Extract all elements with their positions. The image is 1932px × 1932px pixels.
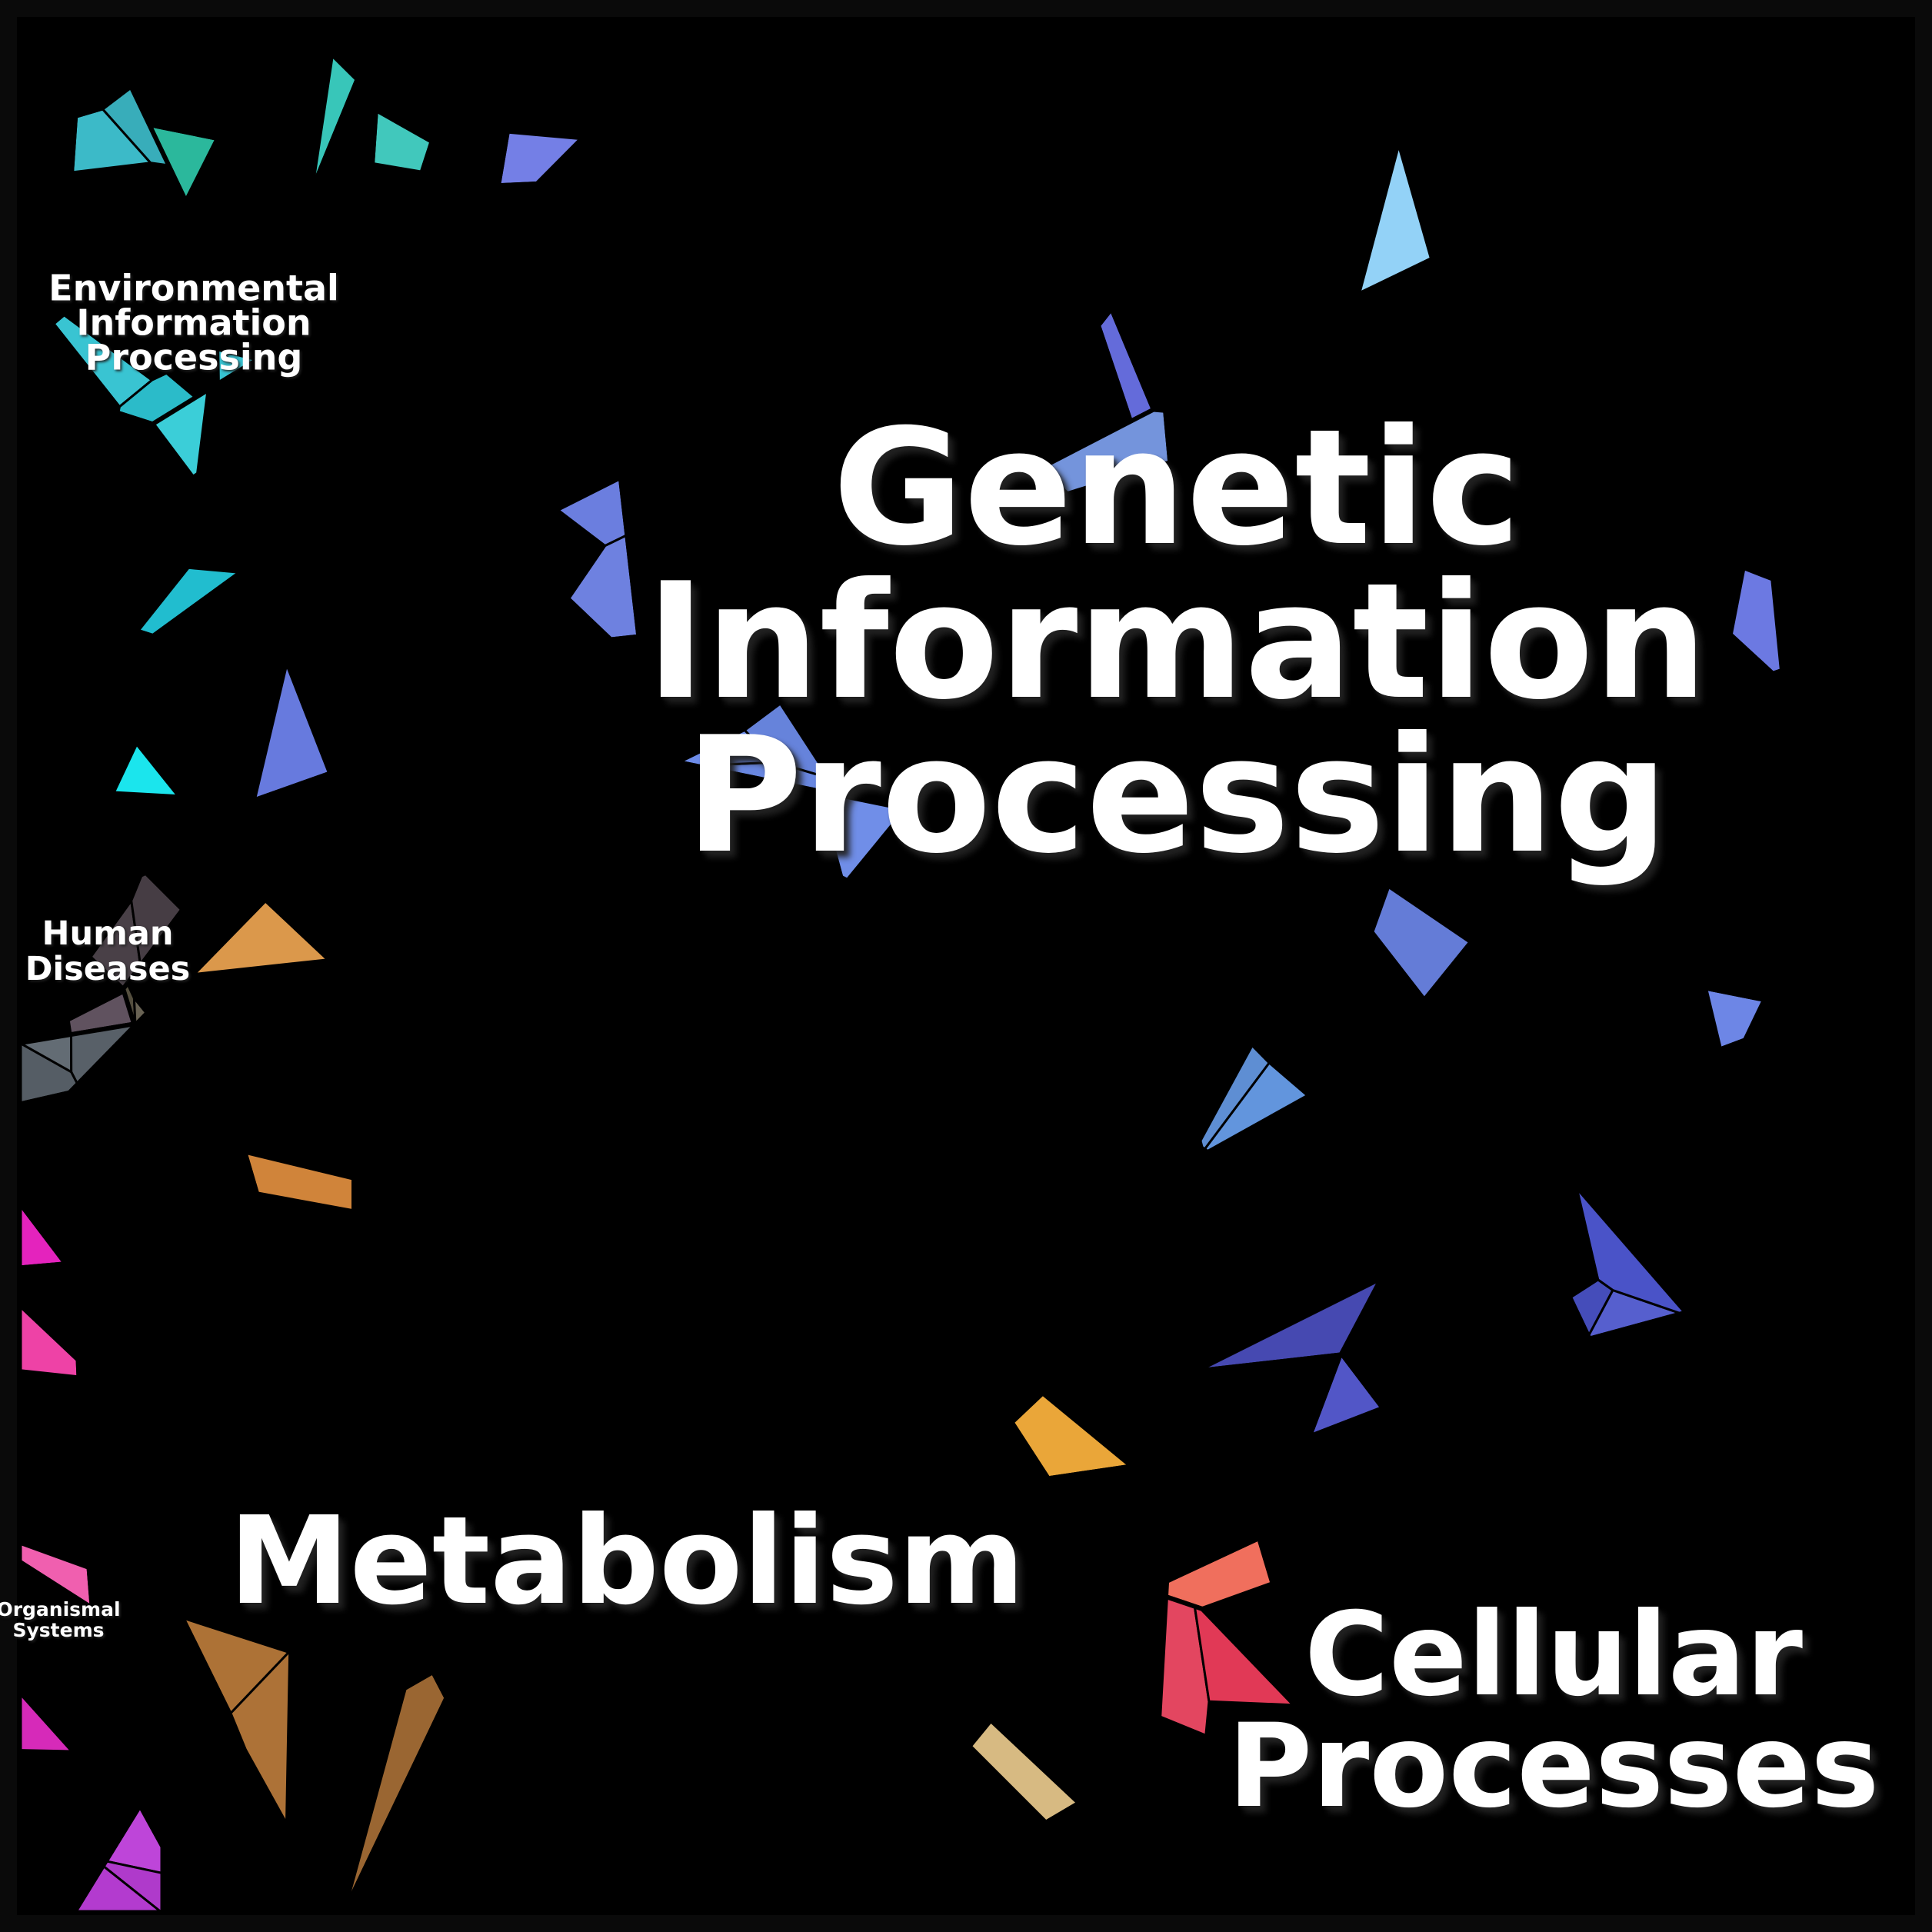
- voronoi-cell: [1191, 545, 1271, 620]
- voronoi-cell: [348, 618, 566, 866]
- voronoi-cell: [1408, 288, 1474, 345]
- voronoi-cell: [45, 870, 185, 991]
- voronoi-cell: [551, 997, 745, 1185]
- voronoi-cell: [219, 605, 258, 646]
- voronoi-cell: [901, 1031, 941, 1070]
- voronoi-cell: [1270, 827, 1318, 893]
- region-human-diseases: [12, 785, 271, 1113]
- region-environmental: [12, 12, 481, 811]
- voronoi-cell: [946, 285, 1028, 338]
- voronoi-cell: [202, 414, 220, 451]
- voronoi-cell: [924, 512, 963, 591]
- voronoi-cell: [1168, 273, 1267, 338]
- voronoi-cell: [498, 1671, 558, 1724]
- voronoi-cell: [416, 23, 510, 216]
- voronoi-cell: [675, 253, 719, 321]
- region-cellular: [1102, 1247, 1920, 1920]
- voronoi-cell: [968, 1132, 1088, 1250]
- voronoi-cell: [283, 277, 344, 332]
- voronoi-cell: [237, 1527, 371, 1617]
- voronoi-cell: [341, 405, 429, 480]
- voronoi-cell: [780, 651, 837, 703]
- voronoi-cell: [102, 291, 128, 311]
- voronoi-cell: [1745, 1059, 1844, 1191]
- voronoi-cell: [1823, 731, 1859, 779]
- voronoi-cell: [1758, 524, 1840, 581]
- voronoi-cell: [888, 511, 935, 609]
- voronoi-cell: [683, 147, 752, 213]
- voronoi-cell: [1847, 69, 1907, 138]
- voronoi-cell: [804, 1721, 851, 1778]
- voronoi-cell: [405, 1599, 458, 1644]
- voronoi-cell: [1168, 888, 1208, 944]
- voronoi-cell: [1641, 549, 1707, 596]
- voronoi-cell: [1413, 1760, 1637, 1875]
- voronoi-cell: [1459, 777, 1602, 951]
- voronoi-cell: [428, 1314, 528, 1361]
- voronoi-cell: [819, 1414, 866, 1457]
- voronoi-cell: [469, 182, 639, 415]
- region-genetic: [245, 12, 1920, 1499]
- voronoi-cell: [1666, 59, 1760, 113]
- voronoi-cell: [1446, 1012, 1467, 1027]
- voronoi-cell: [597, 1409, 645, 1445]
- region-metabolism: [65, 891, 1174, 1920]
- voronoi-cell: [1331, 16, 1358, 79]
- voronoi-cell: [94, 1058, 259, 1284]
- voronoi-cell: [1199, 1044, 1271, 1151]
- voronoi-cell: [1562, 169, 1611, 218]
- voronoi-cell: [1794, 1875, 1869, 1916]
- voronoi-cell: [1800, 1634, 1862, 1721]
- voronoi-cell: [1584, 293, 1617, 331]
- voronoi-cell: [515, 1787, 537, 1807]
- voronoi-cell: [983, 131, 1048, 173]
- voronoi-cell: [827, 681, 868, 714]
- voronoi-cell: [135, 83, 233, 141]
- voronoi-cell: [635, 1467, 714, 1527]
- voronoi-cell: [1251, 1118, 1304, 1141]
- voronoi-cell: [984, 753, 1181, 927]
- voronoi-cell: [501, 72, 562, 124]
- voronoi-cell: [1652, 1193, 1729, 1239]
- voronoi-cell: [1880, 16, 1916, 82]
- voronoi-cell: [365, 714, 443, 774]
